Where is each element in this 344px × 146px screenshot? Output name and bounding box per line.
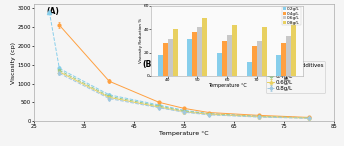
Bar	[227, 35, 232, 76]
Bar	[232, 25, 237, 76]
Y-axis label: Viscosity Reduction %: Viscosity Reduction %	[139, 18, 143, 64]
Bar	[291, 22, 297, 76]
Bar	[217, 53, 222, 76]
Y-axis label: Viscosity (cp): Viscosity (cp)	[11, 42, 16, 84]
X-axis label: Temperature °C: Temperature °C	[208, 83, 246, 88]
Text: (B): (B)	[142, 60, 155, 69]
Bar	[173, 29, 178, 76]
Bar	[163, 43, 168, 76]
Bar	[187, 39, 192, 76]
Bar	[262, 27, 267, 76]
Text: (A): (A)	[46, 7, 59, 16]
Bar	[222, 41, 227, 76]
Legend: without additives, 0.2g/L, 0.4g/L, 0.6g/L, 0.8g/L: without additives, 0.2g/L, 0.4g/L, 0.6g/…	[266, 61, 325, 93]
Bar	[158, 55, 163, 76]
Bar	[281, 43, 287, 76]
Bar	[287, 36, 291, 76]
Bar	[247, 62, 252, 76]
Bar	[202, 18, 207, 76]
Bar	[192, 32, 197, 76]
Bar	[168, 39, 173, 76]
X-axis label: Temperature °C: Temperature °C	[159, 131, 209, 136]
Bar	[257, 41, 262, 76]
Legend: 0.2g/L, 0.4g/L, 0.6g/L, 0.8g/L: 0.2g/L, 0.4g/L, 0.6g/L, 0.8g/L	[282, 7, 301, 25]
Bar	[252, 46, 257, 76]
Bar	[276, 55, 281, 76]
Bar	[197, 27, 202, 76]
